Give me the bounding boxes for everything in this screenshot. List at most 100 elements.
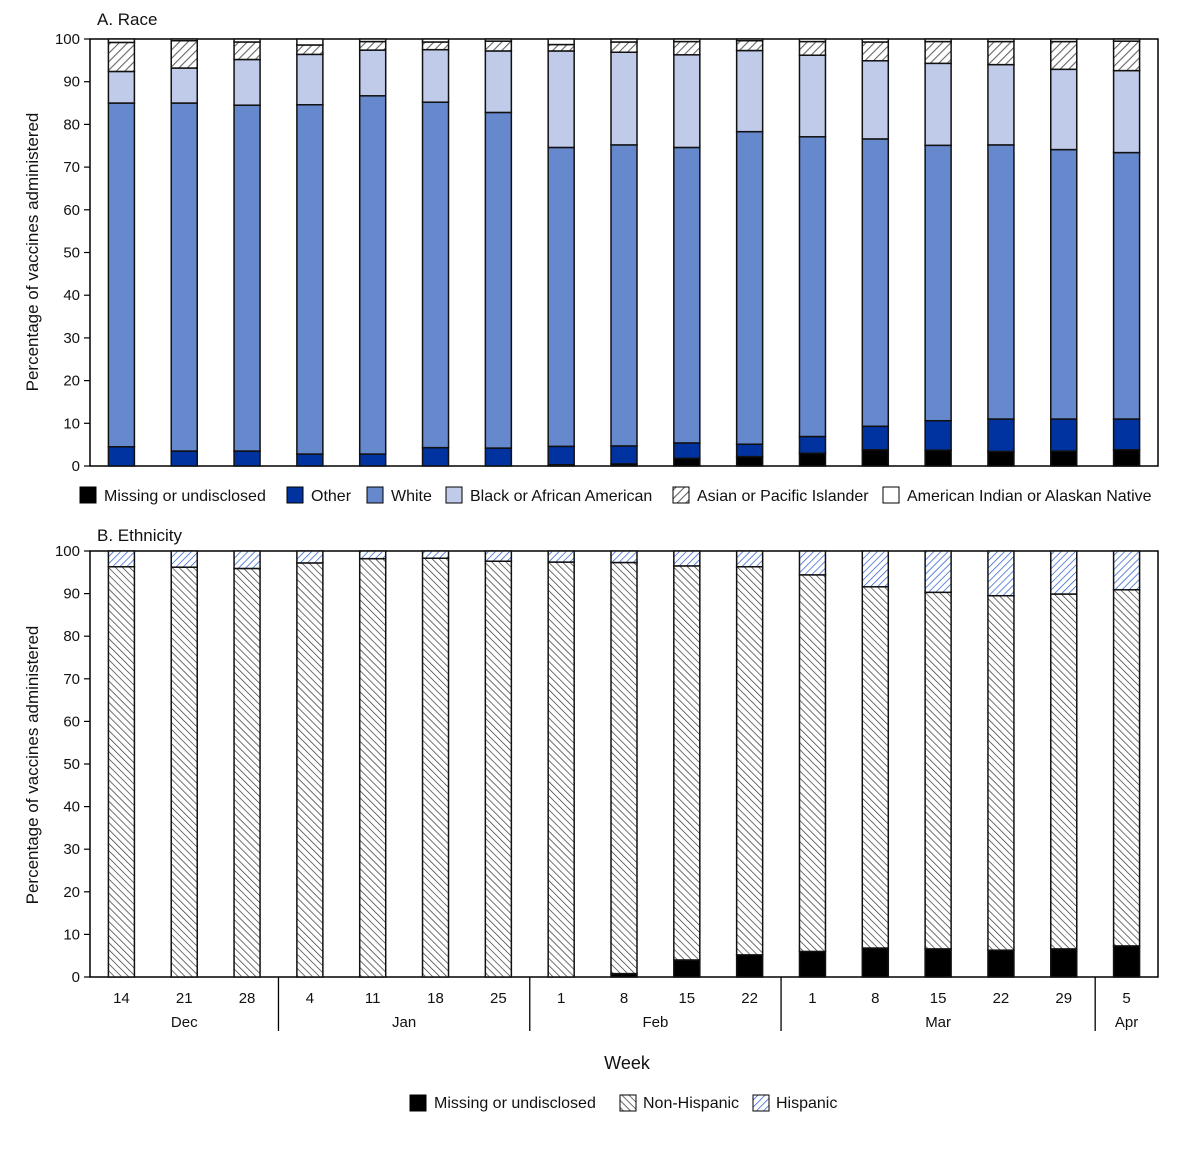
bar-segment-asian-or-pacific-islander — [861, 41, 890, 62]
bar-segment-other — [170, 450, 198, 467]
bar-segment-missing-or-undisclosed — [1050, 450, 1078, 467]
bar-segment-american-indian-or-alaskan-native — [987, 38, 1015, 43]
y-tick-label: 90 — [63, 586, 80, 603]
x-tick-label: 15 — [930, 990, 947, 1007]
y-tick-label: 70 — [63, 671, 80, 688]
bar-segment-white — [107, 102, 136, 448]
bar-segment-hispanic — [1112, 550, 1141, 591]
bar-segment-non-hispanic — [358, 557, 387, 978]
x-tick-label: 29 — [1055, 990, 1072, 1007]
bar-segment-black-or-african-american — [1112, 69, 1141, 154]
bar-segment-other — [296, 453, 324, 467]
legend-swatch-aian — [882, 486, 900, 504]
bar-segment-missing-or-undisclosed — [673, 959, 701, 978]
bar-segment-white — [170, 102, 198, 452]
bar-segment-white — [484, 111, 513, 449]
bar-segment-asian-or-pacific-islander — [233, 41, 261, 61]
month-label: Jan — [392, 1014, 416, 1031]
x-tick-label: 28 — [239, 990, 256, 1007]
bar-segment-black-or-african-american — [798, 54, 827, 138]
bar-segment-black-or-african-american — [170, 67, 198, 104]
legend-label: Non-Hispanic — [643, 1095, 739, 1112]
bar-segment-american-indian-or-alaskan-native — [610, 38, 638, 43]
legend-label: Other — [311, 488, 352, 505]
bar-segment-missing-or-undisclosed — [861, 947, 890, 978]
bar-segment-other — [358, 453, 387, 467]
bar-segment-other — [1050, 418, 1078, 452]
bar-segment-other — [987, 418, 1015, 453]
bar-segment-asian-or-pacific-islander — [610, 41, 638, 53]
legend-label: Missing or undisclosed — [434, 1095, 596, 1112]
legend-label: Missing or undisclosed — [104, 488, 266, 505]
bar-segment-asian-or-pacific-islander — [1112, 40, 1141, 72]
legend-label: Black or African American — [470, 488, 652, 505]
bar-segment-other — [673, 442, 701, 460]
bar-segment-other — [421, 446, 450, 467]
bar-segment-asian-or-pacific-islander — [673, 40, 701, 56]
x-tick-label: 5 — [1122, 990, 1130, 1007]
bar-segment-hispanic — [484, 550, 513, 562]
bar-segment-hispanic — [610, 550, 638, 564]
x-tick-label: 15 — [678, 990, 695, 1007]
x-axis-title: Week — [604, 1053, 651, 1073]
bar-segment-american-indian-or-alaskan-native — [547, 38, 575, 46]
bar-segment-missing-or-undisclosed — [735, 954, 764, 978]
bar-segment-american-indian-or-alaskan-native — [924, 38, 952, 43]
y-tick-label: 100 — [55, 31, 80, 48]
bar-segment-non-hispanic — [735, 566, 764, 956]
bar-segment-hispanic — [673, 550, 701, 567]
bar-segment-missing-or-undisclosed — [673, 457, 701, 467]
x-tick-label: 8 — [620, 990, 628, 1007]
legend-label: Hispanic — [776, 1095, 837, 1112]
y-tick-label: 0 — [72, 458, 80, 475]
x-tick-label: 22 — [741, 990, 758, 1007]
panel-b-plot: 0 10 20 30 40 50 60 70 80 90 100 — [55, 543, 1159, 986]
bar-segment-hispanic — [170, 550, 198, 568]
bar-segment-other — [1112, 418, 1141, 451]
bar-segment-non-hispanic — [1050, 593, 1078, 950]
bar-segment-asian-or-pacific-islander — [170, 39, 198, 69]
legend-swatch-hispanic — [752, 1094, 770, 1112]
bar-segment-black-or-african-american — [358, 49, 387, 97]
bar-segment-hispanic — [924, 550, 952, 594]
legend-swatch-black — [445, 486, 463, 504]
y-tick-label: 30 — [63, 330, 80, 347]
bar-segment-american-indian-or-alaskan-native — [421, 38, 450, 43]
bar-segment-white — [233, 104, 261, 452]
month-label: Mar — [925, 1014, 951, 1031]
legend-swatch-missing — [409, 1094, 427, 1112]
bar-segment-white — [924, 144, 952, 422]
bar-segment-black-or-african-american — [547, 50, 575, 149]
bar-segment-non-hispanic — [798, 574, 827, 953]
bar-segment-black-or-african-american — [861, 60, 890, 140]
bar-segment-other — [107, 446, 136, 467]
bar-segment-other — [861, 425, 890, 451]
bar-segment-black-or-african-american — [1050, 68, 1078, 151]
bar-segment-white — [735, 130, 764, 445]
bar-segment-american-indian-or-alaskan-native — [358, 38, 387, 43]
panel-a-legend: Missing or undisclosed Other White Black… — [79, 486, 1152, 505]
panel-a-title: A. Race — [97, 10, 157, 29]
bar-segment-white — [861, 138, 890, 428]
bar-segment-american-indian-or-alaskan-native — [233, 38, 261, 43]
bar-segment-asian-or-pacific-islander — [735, 39, 764, 52]
bar-segment-american-indian-or-alaskan-native — [170, 38, 198, 42]
bar-segment-hispanic — [547, 550, 575, 563]
bar-segment-asian-or-pacific-islander — [1050, 40, 1078, 71]
bar-segment-missing-or-undisclosed — [1050, 948, 1078, 978]
legend-swatch-non-hispanic — [619, 1094, 637, 1112]
month-label: Dec — [171, 1014, 198, 1031]
bar-segment-asian-or-pacific-islander — [484, 40, 513, 52]
x-tick-label: 21 — [176, 990, 193, 1007]
bar-segment-american-indian-or-alaskan-native — [735, 38, 764, 42]
bar-segment-white — [610, 144, 638, 447]
bar-segment-asian-or-pacific-islander — [421, 41, 450, 51]
bar-segment-missing-or-undisclosed — [924, 449, 952, 467]
bar-segment-black-or-african-american — [296, 53, 324, 106]
x-tick-label: 1 — [557, 990, 565, 1007]
bar-segment-missing-or-undisclosed — [1112, 945, 1141, 978]
bar-segment-other — [233, 450, 261, 467]
bar-segment-black-or-african-american — [233, 58, 261, 106]
